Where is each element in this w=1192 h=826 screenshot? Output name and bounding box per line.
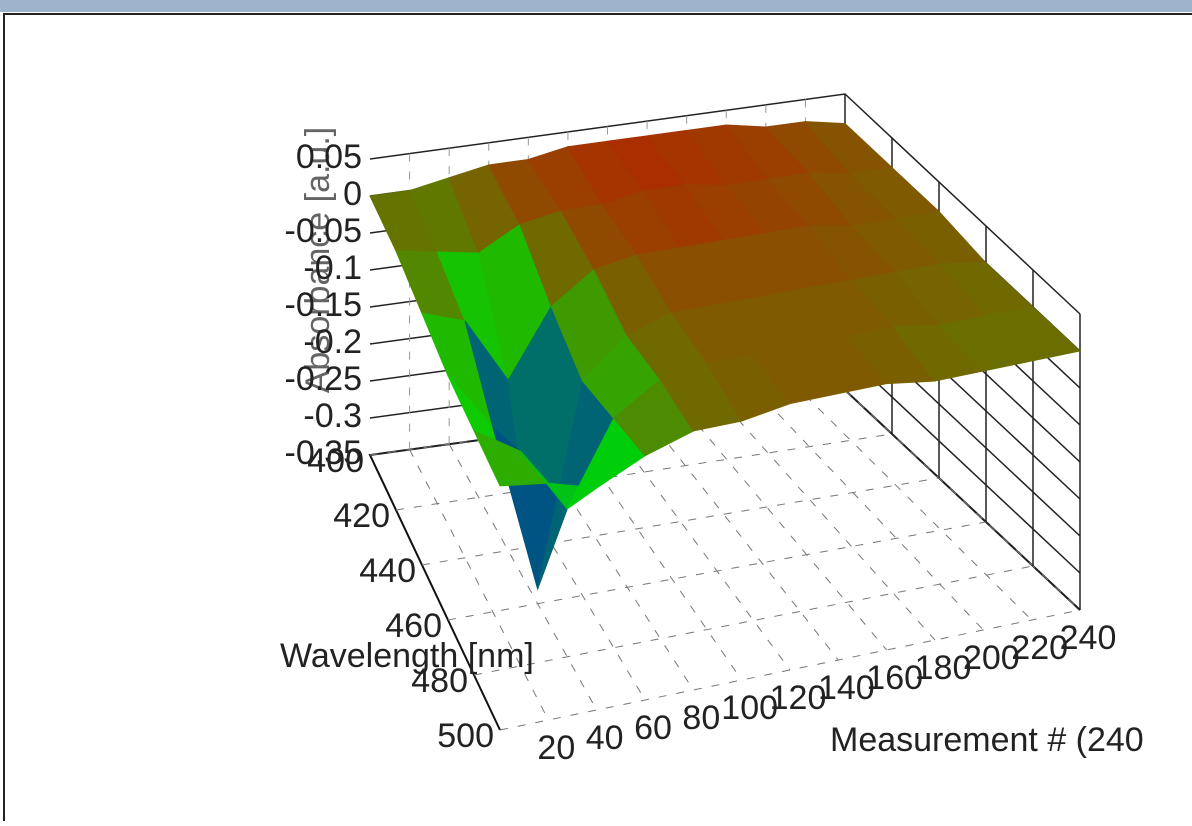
z-axis-title: Absorbance [a.u.] xyxy=(299,127,337,394)
grid-line xyxy=(527,433,694,691)
z-tick-label: -0.2 xyxy=(303,323,362,361)
grid-line xyxy=(686,411,888,651)
grid-line xyxy=(567,427,743,681)
x-tick-label: 40 xyxy=(586,719,624,757)
x-tick-label: 60 xyxy=(634,709,672,747)
grid-line xyxy=(499,609,1081,731)
grid-line xyxy=(488,438,646,701)
x-tick-label: 160 xyxy=(866,659,923,697)
x-tick-label: 140 xyxy=(818,669,875,707)
title-bar xyxy=(0,0,1192,12)
z-tick-label: -0.15 xyxy=(285,286,363,324)
x-tick-label: 180 xyxy=(915,649,972,687)
grid-line xyxy=(395,433,893,511)
z-tick-label: -0.3 xyxy=(303,397,362,435)
z-tick-label: -0.05 xyxy=(285,212,363,250)
x-tick-label: 80 xyxy=(682,699,720,737)
x-tick-label: 100 xyxy=(721,689,778,727)
y-tick-label: 500 xyxy=(437,717,494,755)
x-tick-label: 220 xyxy=(1011,629,1068,667)
grid-line xyxy=(607,422,791,671)
z-tick-label: -0.25 xyxy=(285,360,363,398)
y-tick-label: 440 xyxy=(359,552,416,590)
grid-line xyxy=(646,416,839,661)
grid-line xyxy=(421,477,940,566)
grid-line xyxy=(409,449,549,721)
z-tick-label: -0.35 xyxy=(285,434,363,472)
x-tick-label: 240 xyxy=(1060,619,1117,657)
y-axis-title: Wavelength [nm] xyxy=(280,637,534,675)
y-tick-label: 420 xyxy=(333,497,390,535)
z-tick-label: 0 xyxy=(343,175,362,213)
grid-line xyxy=(448,443,598,711)
z-tick-label: 0.05 xyxy=(296,138,362,176)
y-tick-label: 400 xyxy=(307,442,364,480)
x-tick-label: 20 xyxy=(537,729,575,767)
grid-line xyxy=(447,521,987,621)
x-axis-title: Measurement # (240 xyxy=(830,721,1144,759)
x-tick-label: 200 xyxy=(963,639,1020,677)
y-tick-label: 460 xyxy=(385,607,442,645)
grid-line xyxy=(473,565,1034,676)
y-tick-label: 480 xyxy=(411,662,468,700)
z-tick-label: -0.1 xyxy=(303,249,362,287)
surface-patch xyxy=(985,306,1082,362)
x-tick-label: 120 xyxy=(770,679,827,717)
